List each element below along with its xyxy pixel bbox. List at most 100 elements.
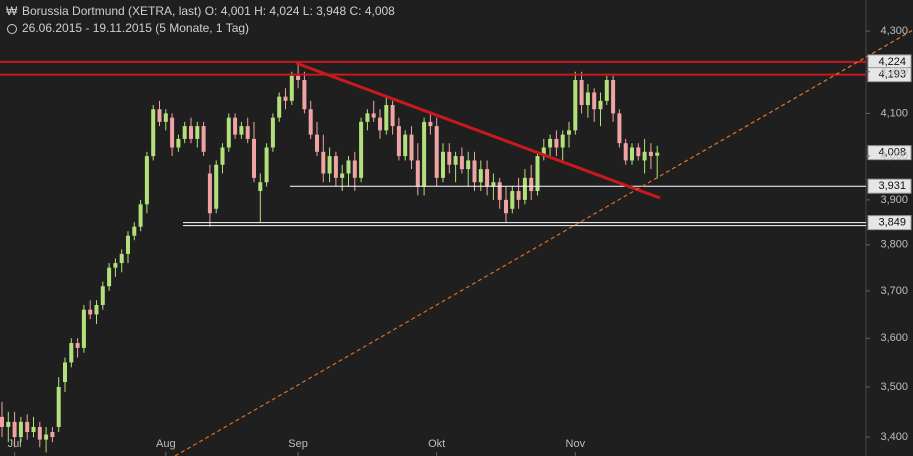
- y-tick-label: 3,400: [880, 431, 908, 443]
- candle-body: [258, 182, 263, 192]
- candle-body: [352, 160, 357, 178]
- candle-body: [119, 253, 124, 264]
- candle-body: [415, 160, 420, 187]
- trend-line: [295, 61, 661, 200]
- candle-body: [100, 286, 105, 305]
- candle-body: [422, 121, 427, 187]
- y-tick-label: 3,700: [880, 285, 908, 297]
- candle-body: [611, 80, 616, 114]
- candle-body: [472, 160, 477, 183]
- candle-body: [6, 421, 11, 427]
- candle-body: [598, 100, 603, 110]
- candle-body: [655, 152, 660, 156]
- candle-body: [623, 143, 628, 161]
- candle-body: [94, 304, 99, 315]
- candle-body: [573, 80, 578, 131]
- support-trend-line: [174, 29, 913, 456]
- candle-body: [491, 182, 496, 187]
- price-tag-box: [867, 145, 912, 161]
- candle-body: [233, 117, 238, 135]
- candle-body: [428, 121, 433, 127]
- candle-body: [579, 80, 584, 106]
- candle-body: [371, 113, 376, 118]
- chart-title: Borussia Dortmund (XETRA, last) O: 4,001…: [22, 4, 395, 18]
- price-tag-label: 4,008: [878, 147, 906, 159]
- candle-body: [548, 138, 553, 148]
- price-tag-label: 4,193: [878, 69, 906, 81]
- candle-body: [585, 92, 590, 106]
- candle-body: [441, 151, 445, 178]
- candle-body: [485, 169, 490, 187]
- candle-body: [359, 121, 364, 178]
- y-tick-label: 3,800: [880, 239, 908, 251]
- candle-body: [617, 113, 622, 144]
- x-tick-label: Aug: [156, 438, 176, 450]
- candle-body: [138, 204, 143, 227]
- candle-body: [163, 113, 168, 122]
- candle-body: [466, 160, 471, 170]
- candle-body: [189, 126, 193, 139]
- candle-body: [220, 147, 225, 165]
- candle-body: [516, 191, 521, 200]
- candle-body: [296, 75, 301, 81]
- candle-body: [560, 134, 565, 148]
- candle-body: [630, 147, 634, 161]
- candle-body: [0, 416, 4, 427]
- candle-body: [510, 191, 515, 209]
- candle-body: [648, 151, 653, 157]
- candle-body: [56, 386, 61, 427]
- candle-body: [214, 164, 219, 209]
- candle-body: [207, 173, 212, 214]
- candle-body: [409, 134, 414, 161]
- candle-body: [333, 156, 338, 178]
- candle-body: [378, 117, 382, 131]
- x-tick-label: Jul: [8, 438, 22, 450]
- clock-icon: [7, 24, 17, 34]
- candle-body: [81, 309, 86, 348]
- candle-body: [453, 156, 458, 165]
- candle-body: [636, 147, 641, 157]
- candle-body: [289, 75, 294, 101]
- candle-body: [642, 151, 647, 161]
- candle-body: [107, 267, 112, 287]
- candle-body: [176, 138, 181, 148]
- candle-body: [459, 156, 464, 170]
- x-tick-label: Okt: [428, 438, 445, 450]
- candle-body: [50, 432, 55, 438]
- candle-body: [365, 113, 370, 122]
- price-tag-label: 3,931: [878, 180, 906, 192]
- candle-body: [132, 226, 137, 236]
- y-tick-label: 4,100: [880, 107, 908, 119]
- candle-body: [63, 362, 67, 383]
- y-tick-label: 3,600: [880, 332, 908, 344]
- candle-body: [403, 134, 408, 157]
- candle-body: [264, 147, 269, 183]
- candle-body: [226, 117, 231, 148]
- candle-body: [308, 109, 313, 135]
- candle-body: [554, 138, 559, 148]
- candle-body: [69, 343, 74, 363]
- price-tag-label: 3,849: [878, 217, 906, 229]
- candle-body: [396, 126, 401, 157]
- candle-body: [567, 130, 571, 135]
- candle-body: [245, 126, 250, 139]
- candle-body: [497, 182, 502, 200]
- candle-body: [239, 126, 244, 135]
- candle-body: [340, 173, 345, 178]
- icon: ₩: [6, 4, 18, 18]
- candle-body: [170, 117, 175, 148]
- candle-body: [18, 421, 23, 438]
- candle-body: [535, 156, 540, 192]
- price-tag-box: [867, 215, 912, 231]
- y-tick-label: 3,500: [880, 381, 908, 393]
- x-tick-label: Nov: [566, 438, 586, 450]
- y-tick-label: 4,000: [880, 150, 908, 162]
- y-tick-label: 4,200: [880, 66, 908, 78]
- y-tick-label: 3,900: [880, 194, 908, 206]
- candle-body: [113, 263, 118, 268]
- candle-body: [201, 126, 206, 152]
- candle-body: [195, 126, 200, 139]
- candle-body: [12, 421, 17, 438]
